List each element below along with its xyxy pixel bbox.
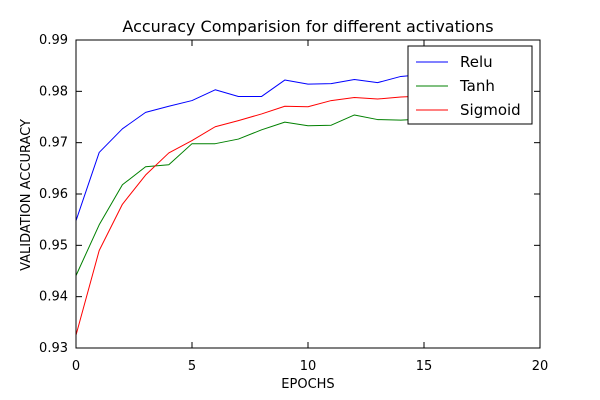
axis-layer: 0 5 10 15 20 0.93 0.94 0.95 0.96 0.97 0.98 0.99 bbox=[39, 33, 548, 374]
y-tick-label-6: 0.99 bbox=[39, 33, 68, 48]
legend-label-sigmoid: Sigmoid bbox=[460, 101, 521, 119]
x-tick-label-1: 5 bbox=[188, 359, 196, 374]
legend-label-relu: Relu bbox=[460, 53, 493, 71]
x-axis-label: EPOCHS bbox=[281, 377, 334, 392]
y-axis-label: VALIDATION ACCURACY bbox=[19, 119, 34, 271]
legend-box bbox=[407, 45, 533, 125]
y-tick-label-4: 0.97 bbox=[39, 136, 68, 151]
legend-label-tanh: Tanh bbox=[459, 77, 495, 95]
y-tick-label-1: 0.94 bbox=[39, 290, 68, 305]
y-tick-label-2: 0.95 bbox=[39, 238, 68, 253]
chart-title: Accuracy Comparision for different activ… bbox=[122, 17, 493, 36]
y-tick-label-3: 0.96 bbox=[39, 187, 68, 202]
x-tick-label-3: 15 bbox=[416, 359, 433, 374]
x-tick-label-0: 0 bbox=[72, 359, 80, 374]
x-tick-label-2: 10 bbox=[300, 359, 317, 374]
y-tick-label-5: 0.98 bbox=[39, 84, 68, 99]
series-line-sigmoid bbox=[75, 91, 518, 336]
series-line-tanh bbox=[75, 114, 518, 277]
x-tick-label-4: 20 bbox=[532, 359, 549, 374]
y-tick-label-0: 0.93 bbox=[39, 341, 68, 356]
legend: Relu Tanh Sigmoid bbox=[407, 45, 533, 125]
